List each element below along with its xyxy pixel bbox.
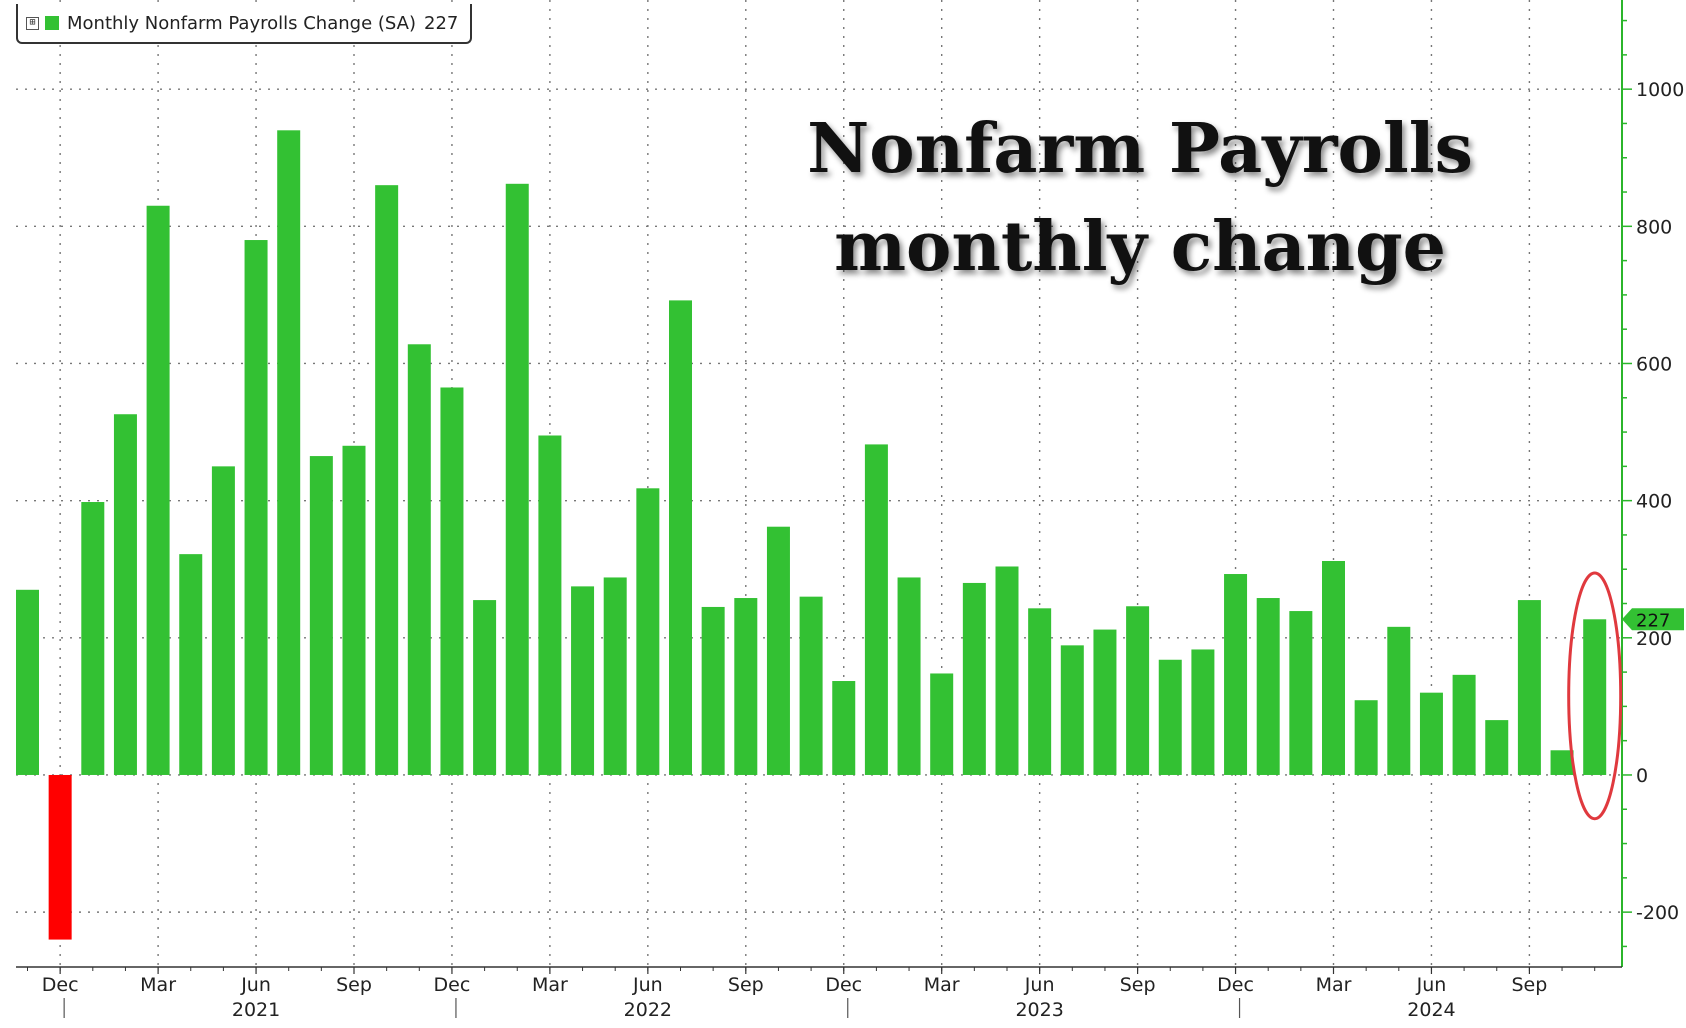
bar-jan-2024 <box>1256 598 1280 775</box>
bar-jan-2022 <box>473 600 497 775</box>
x-tick-label: Dec <box>42 974 79 996</box>
last-value-label: 227 <box>1636 610 1670 631</box>
bar-apr-2023 <box>962 582 986 775</box>
legend[interactable]: ⊞ Monthly Nonfarm Payrolls Change (SA) 2… <box>16 4 473 44</box>
bar-feb-2023 <box>897 577 921 775</box>
bar-nov-2024 <box>1583 619 1607 775</box>
y-tick-label: 0 <box>1636 765 1648 787</box>
bar-feb-2021 <box>113 414 137 775</box>
x-tick-label: Dec <box>825 974 862 996</box>
x-tick-label: Sep <box>336 974 372 996</box>
bar-dec-2023 <box>1224 574 1248 775</box>
x-tick-label: Sep <box>1120 974 1156 996</box>
bar-dec-2020 <box>48 774 72 940</box>
bar-jan-2023 <box>864 444 888 775</box>
bar-aug-2021 <box>309 456 333 775</box>
bar-apr-2021 <box>179 554 203 775</box>
bar-mar-2023 <box>930 673 954 775</box>
x-tick-label: Jun <box>632 974 663 996</box>
bar-nov-2022 <box>799 596 823 775</box>
bar-jun-2024 <box>1419 692 1443 775</box>
x-tick-label: Dec <box>1217 974 1254 996</box>
y-tick-label: 200 <box>1636 628 1672 650</box>
x-tick-label: Mar <box>924 974 960 996</box>
bar-aug-2022 <box>701 606 725 775</box>
legend-toggle-icon[interactable]: ⊞ <box>26 16 39 30</box>
y-tick-label: 1000 <box>1636 79 1684 101</box>
bar-oct-2021 <box>375 185 399 775</box>
bar-mar-2021 <box>146 205 170 775</box>
legend-value: 227 <box>424 12 459 34</box>
legend-swatch <box>45 16 59 30</box>
chart-title-line-2: monthly change <box>834 207 1446 287</box>
x-year-label: 2021 <box>232 999 280 1021</box>
x-tick-label: Sep <box>1511 974 1547 996</box>
bar-may-2023 <box>995 566 1019 775</box>
bar-nov-2023 <box>1191 649 1215 775</box>
bar-mar-2024 <box>1322 560 1345 775</box>
last-value-marker <box>1622 608 1684 631</box>
bar-sep-2021 <box>342 445 366 775</box>
bar-jul-2024 <box>1452 674 1476 775</box>
x-year-label: 2023 <box>1015 999 1063 1021</box>
chart-title-line-1: Nonfarm Payrolls <box>807 109 1473 189</box>
bar-dec-2021 <box>440 387 464 775</box>
y-tick-label: -200 <box>1636 902 1679 924</box>
bar-jul-2022 <box>669 300 692 775</box>
bar-jun-2021 <box>244 240 268 775</box>
bar-jul-2021 <box>277 130 301 775</box>
legend-label: Monthly Nonfarm Payrolls Change (SA) <box>67 12 416 34</box>
x-tick-label: Mar <box>532 974 568 996</box>
bar-nov-2021 <box>407 344 431 775</box>
y-tick-label: 800 <box>1636 216 1672 238</box>
bar-feb-2024 <box>1289 611 1313 775</box>
bar-may-2022 <box>603 577 627 775</box>
bar-sep-2022 <box>734 598 758 775</box>
x-year-label: 2022 <box>624 999 672 1021</box>
bar-jul-2023 <box>1060 645 1084 775</box>
bar-oct-2024 <box>1550 750 1574 775</box>
bar-jan-2021 <box>81 502 105 775</box>
chart-title: Nonfarm Payrolls monthly change <box>760 100 1520 296</box>
bar-apr-2024 <box>1354 700 1378 775</box>
bar-apr-2022 <box>571 586 595 775</box>
bar-aug-2024 <box>1485 720 1509 775</box>
bar-oct-2023 <box>1158 659 1182 775</box>
y-tick-label: 400 <box>1636 491 1672 513</box>
x-year-label: 2024 <box>1407 999 1455 1021</box>
bar-oct-2022 <box>766 526 790 775</box>
bar-mar-2022 <box>538 435 562 775</box>
bar-may-2021 <box>211 466 235 775</box>
x-tick-label: Dec <box>434 974 471 996</box>
bar-aug-2023 <box>1093 629 1117 775</box>
bar-sep-2024 <box>1517 600 1541 775</box>
bar-may-2024 <box>1387 626 1411 775</box>
bar-feb-2022 <box>505 183 529 775</box>
highlight-ellipse <box>1567 571 1623 821</box>
bar-dec-2022 <box>832 681 856 775</box>
y-tick-label: 600 <box>1636 353 1672 375</box>
bar-jun-2023 <box>1028 608 1052 775</box>
bar-nov-2020 <box>16 589 39 775</box>
x-tick-label: Jun <box>1024 974 1055 996</box>
x-tick-label: Mar <box>1316 974 1352 996</box>
x-tick-label: Jun <box>240 974 271 996</box>
x-tick-label: Sep <box>728 974 764 996</box>
bar-jun-2022 <box>636 488 660 775</box>
x-tick-label: Jun <box>1416 974 1447 996</box>
bar-sep-2023 <box>1126 606 1150 775</box>
x-tick-label: Mar <box>140 974 176 996</box>
